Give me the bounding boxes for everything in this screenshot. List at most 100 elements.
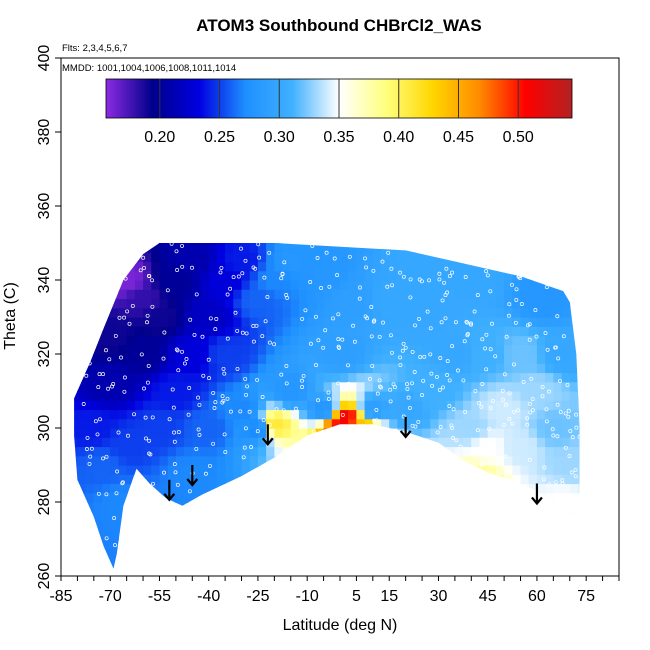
heatmap-cell xyxy=(430,335,440,346)
sample-point xyxy=(469,322,473,327)
heatmap-cell xyxy=(209,178,218,188)
heatmap-cell xyxy=(405,557,415,568)
heatmap-cell xyxy=(446,243,456,253)
heatmap-cell xyxy=(208,243,218,253)
heatmap-cell xyxy=(430,409,440,420)
heatmap-cell xyxy=(356,446,366,457)
heatmap-cell xyxy=(241,381,251,392)
heatmap-cell xyxy=(504,455,513,466)
heatmap-cell xyxy=(348,151,357,161)
heatmap-cell xyxy=(586,308,595,318)
heatmap-cell xyxy=(225,446,234,457)
heatmap-cell xyxy=(118,363,128,374)
heatmap-cell xyxy=(446,381,456,392)
heatmap-cell xyxy=(323,243,333,253)
heatmap-cell xyxy=(569,243,579,253)
heatmap-cell xyxy=(110,511,119,522)
heatmap-cell xyxy=(274,188,283,198)
heatmap-cell xyxy=(200,363,210,374)
heatmap-cell xyxy=(126,437,136,448)
heatmap-cell xyxy=(603,410,612,420)
heatmap-cell xyxy=(225,215,234,225)
heatmap-cell xyxy=(348,372,357,383)
heatmap-cell xyxy=(364,529,374,540)
heatmap-cell xyxy=(159,511,169,522)
heatmap-cell xyxy=(479,474,489,485)
heatmap-cell xyxy=(603,86,612,96)
heatmap-cell xyxy=(413,335,423,346)
heatmap-cell xyxy=(446,446,456,457)
sample-point xyxy=(375,391,380,396)
heatmap-cell xyxy=(480,225,489,235)
heatmap-cell xyxy=(340,206,349,216)
heatmap-cell xyxy=(208,474,218,485)
heatmap-cell xyxy=(200,455,210,466)
heatmap-cell xyxy=(569,298,579,309)
heatmap-cell xyxy=(611,262,620,272)
heatmap-cell xyxy=(430,141,439,151)
sample-point xyxy=(331,316,335,321)
heatmap-cell xyxy=(364,344,374,355)
heatmap-cell xyxy=(586,539,595,549)
heatmap-cell xyxy=(381,437,390,448)
heatmap-cell xyxy=(422,566,431,569)
heatmap-cell xyxy=(274,474,284,485)
sample-point xyxy=(174,347,179,352)
heatmap-cell xyxy=(184,270,193,281)
heatmap-cell xyxy=(315,566,325,569)
heatmap-cell xyxy=(315,169,324,179)
heatmap-cell xyxy=(299,197,308,207)
heatmap-cell xyxy=(126,446,136,457)
heatmap-cell xyxy=(126,492,136,503)
sample-point xyxy=(450,425,454,430)
heatmap-cell xyxy=(348,270,357,281)
heatmap-cell xyxy=(282,455,292,466)
heatmap-cell xyxy=(340,492,349,503)
heatmap-cell xyxy=(315,474,325,485)
sample-point xyxy=(251,324,256,328)
heatmap-cell xyxy=(77,418,87,429)
heatmap-cell xyxy=(603,262,612,272)
heatmap-cell xyxy=(578,215,587,225)
heatmap-cell xyxy=(241,409,251,420)
heatmap-cell xyxy=(406,225,415,235)
heatmap-cell xyxy=(553,335,563,346)
heatmap-cell xyxy=(603,326,612,336)
heatmap-cell xyxy=(200,446,210,457)
heatmap-cell xyxy=(77,326,87,337)
heatmap-cell xyxy=(184,243,193,244)
heatmap-cell xyxy=(77,511,87,522)
heatmap-cell xyxy=(471,381,481,392)
heatmap-cell xyxy=(389,529,398,540)
heatmap-cell xyxy=(479,280,489,290)
heatmap-cell xyxy=(85,335,95,346)
heatmap-cell xyxy=(249,548,259,559)
heatmap-cell xyxy=(126,548,136,559)
heatmap-cell xyxy=(307,409,316,420)
heatmap-cell xyxy=(479,409,489,420)
heatmap-cell xyxy=(397,400,407,411)
heatmap-cell xyxy=(250,215,259,225)
heatmap-cell xyxy=(504,418,513,429)
heatmap-cell xyxy=(291,160,300,170)
heatmap-cell xyxy=(61,493,70,503)
heatmap-cell xyxy=(102,511,111,522)
heatmap-cell xyxy=(175,289,185,300)
sample-point xyxy=(93,419,98,424)
heatmap-cell xyxy=(603,400,612,410)
heatmap-cell xyxy=(110,317,119,327)
heatmap-cell xyxy=(586,373,595,383)
heatmap-cell xyxy=(365,141,374,151)
heatmap-cell xyxy=(389,391,398,401)
heatmap-cell xyxy=(397,474,407,485)
heatmap-cell xyxy=(61,77,70,87)
heatmap-cell xyxy=(471,418,481,429)
heatmap-cell xyxy=(545,58,554,68)
sample-point xyxy=(300,378,304,383)
heatmap-cell xyxy=(463,381,472,392)
heatmap-cell xyxy=(241,289,251,300)
heatmap-cell xyxy=(586,271,595,281)
heatmap-cell xyxy=(512,400,522,411)
heatmap-cell xyxy=(430,344,440,355)
heatmap-cell xyxy=(446,335,456,346)
